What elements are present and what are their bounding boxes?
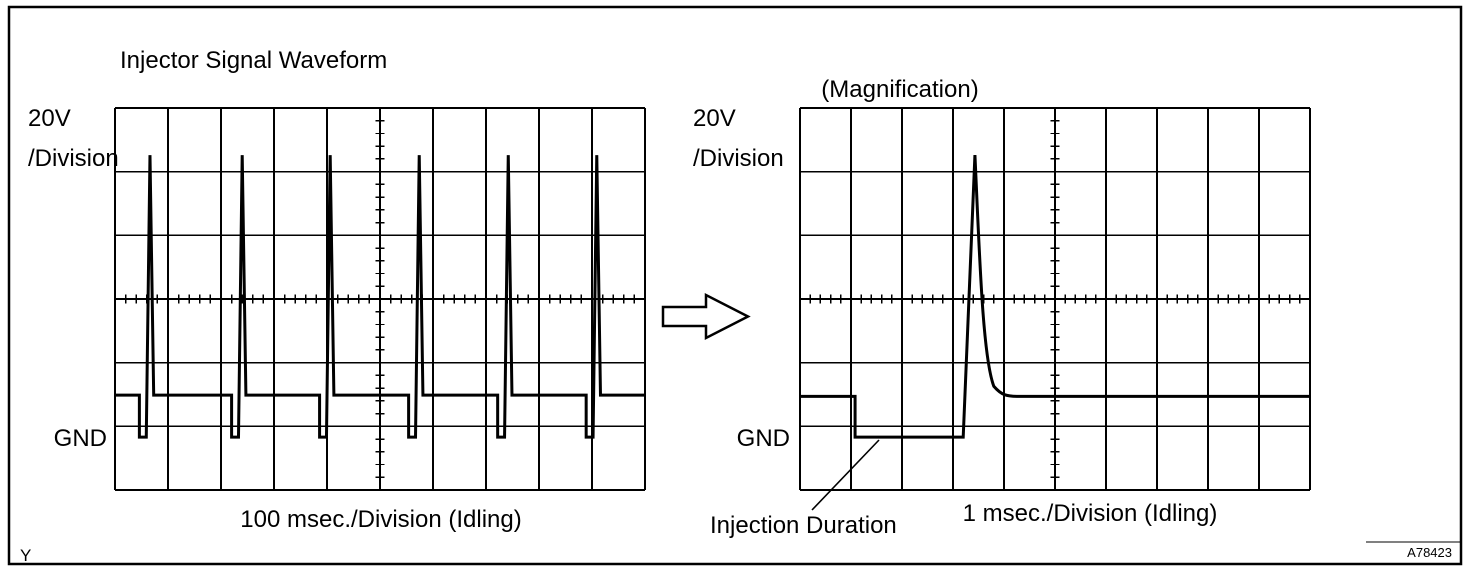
injection-duration-pointer-line [811,439,880,511]
injection-duration-label: Injection Duration [710,512,897,539]
right-ylabel-line2: /Division [693,145,784,172]
right-title: (Magnification) [821,76,978,103]
left-xlabel: 100 msec./Division (Idling) [240,506,521,533]
figure-border [7,5,1463,566]
right-waveform-trace [800,155,1310,439]
left-scope-grid [114,107,646,491]
waveform-path [800,155,1310,439]
left-ylabel-line1: 20V [28,105,71,132]
waveform-path [115,155,645,439]
figure-code: A78423 [1407,545,1452,560]
left-waveform-trace [115,155,645,439]
left-gnd-label: GND [54,425,107,452]
right-scope-grid [799,107,1311,491]
corner-label: Y [20,546,31,565]
magnify-arrow-icon [661,292,751,341]
figure-title: Injector Signal Waveform [120,47,387,74]
left-ylabel-line2: /Division [28,145,119,172]
right-ylabel-line1: 20V [693,105,736,132]
right-gnd-label: GND [737,425,790,452]
right-xlabel: 1 msec./Division (Idling) [963,500,1218,527]
